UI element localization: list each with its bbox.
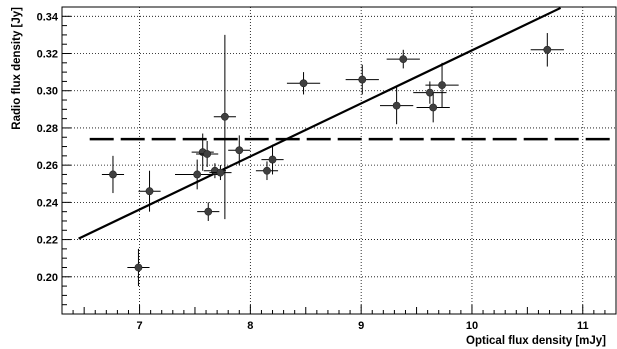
data-point: [413, 81, 447, 104]
x-axis: 7 8 9 10 11: [61, 305, 617, 332]
point-marker: [543, 45, 552, 54]
point-marker: [193, 170, 202, 179]
y-tick-label: 0.22: [37, 235, 58, 247]
data-point: [286, 72, 321, 95]
point-marker: [268, 155, 277, 164]
data-point: [530, 33, 564, 67]
data-point: [425, 62, 459, 108]
data-point: [345, 64, 379, 95]
point-marker: [203, 150, 212, 158]
point-marker: [399, 55, 408, 63]
y-tick-label: 0.30: [37, 86, 58, 98]
point-marker: [358, 75, 367, 84]
data-point: [197, 202, 220, 221]
data-point: [101, 155, 125, 194]
x-tick-label: 10: [466, 320, 478, 332]
data-point: [127, 248, 150, 287]
x-tick-label: 7: [136, 320, 142, 332]
data-points: [101, 33, 564, 287]
fit-line-group: [78, 6, 562, 240]
point-marker: [109, 170, 117, 179]
x-tick-label: 11: [577, 320, 589, 332]
point-marker: [425, 88, 434, 97]
y-tick-label: 0.26: [37, 160, 58, 172]
y-axis-title: Radio flux density [Jy]: [11, 7, 23, 130]
data-point: [416, 92, 450, 123]
data-point: [213, 34, 236, 220]
point-marker: [220, 112, 229, 121]
point-marker: [134, 263, 143, 272]
point-marker: [204, 207, 213, 216]
point-marker: [438, 81, 446, 90]
point-marker: [429, 103, 438, 112]
data-point: [209, 165, 232, 181]
x-tick-label: 8: [247, 320, 253, 332]
fit-line: [78, 6, 562, 240]
data-point: [228, 135, 251, 166]
y-tick-label: 0.32: [37, 49, 58, 61]
y-tick-label: 0.34: [37, 11, 59, 23]
data-point: [379, 87, 414, 125]
x-tick-label: 9: [358, 320, 364, 332]
point-marker: [299, 79, 308, 88]
point-marker: [216, 168, 225, 177]
y-tick-label: 0.20: [37, 272, 58, 284]
grid: [62, 7, 616, 314]
point-marker: [263, 166, 271, 175]
point-marker: [235, 146, 244, 155]
point-marker: [145, 187, 154, 196]
data-point: [386, 49, 420, 69]
y-tick-label: 0.28: [37, 123, 58, 135]
y-tick-label: 0.24: [37, 197, 59, 209]
data-point: [196, 140, 219, 168]
data-point: [138, 170, 161, 212]
point-marker: [392, 101, 401, 110]
data-point: [175, 159, 220, 190]
y-axis: 0.20 0.22 0.24 0.26 0.28 0.30 0.32 0.34: [37, 6, 71, 306]
data-point: [255, 161, 279, 181]
x-axis-title: Optical flux density [mJy]: [466, 335, 606, 347]
data-point: [261, 144, 284, 175]
